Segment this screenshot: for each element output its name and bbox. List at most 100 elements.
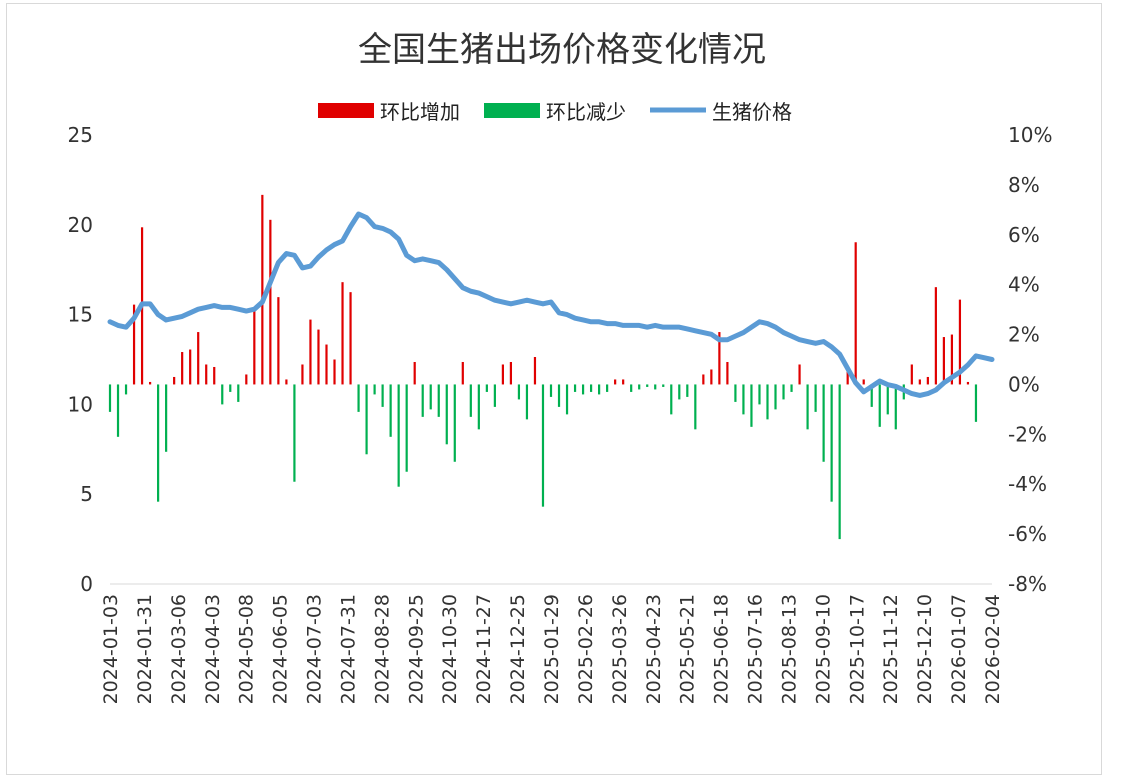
x-tick-label: 2024-06-05	[270, 594, 292, 704]
change-bar	[557, 384, 561, 407]
x-tick-label: 2024-07-31	[337, 594, 359, 704]
chart-title: 全国生猪出场价格变化情况	[358, 30, 766, 70]
y-left-tick-label: 5	[80, 482, 93, 506]
change-bar	[934, 287, 937, 385]
change-bar	[229, 384, 232, 392]
x-tick-label: 2025-08-13	[778, 594, 800, 704]
change-bar	[461, 361, 464, 385]
change-bar	[734, 384, 737, 402]
change-bar	[124, 384, 128, 395]
x-tick-label: 2025-12-10	[914, 594, 936, 704]
change-bar	[806, 384, 809, 430]
change-bar	[116, 384, 120, 437]
x-tick-label: 2024-10-30	[439, 594, 461, 704]
change-bar	[205, 364, 208, 385]
x-tick-label: 2025-06-18	[711, 594, 733, 704]
change-bar	[293, 384, 296, 482]
change-bar	[325, 344, 328, 385]
x-tick-label: 2024-01-31	[134, 594, 156, 704]
change-bar	[830, 384, 833, 502]
change-bar	[774, 384, 777, 410]
change-bar	[381, 384, 384, 407]
change-bar	[301, 364, 304, 385]
change-bar	[445, 384, 448, 445]
change-bar	[798, 364, 801, 385]
x-tick-label: 2024-08-28	[371, 594, 393, 704]
legend-label-3: 生猪价格	[712, 100, 792, 124]
y-right-tick-label: 6%	[1008, 223, 1040, 247]
change-bar	[606, 384, 609, 392]
change-bar	[966, 381, 970, 385]
x-tick-label: 2025-03-26	[609, 594, 631, 704]
change-bar	[638, 384, 641, 390]
change-bar	[213, 366, 216, 385]
x-tick-label: 2024-04-03	[202, 594, 224, 704]
change-bar	[654, 384, 657, 390]
change-bar	[926, 376, 929, 385]
change-bar	[533, 357, 537, 385]
change-bar	[437, 384, 440, 417]
change-bar	[309, 319, 312, 385]
change-bar	[181, 352, 184, 385]
change-bar	[854, 242, 857, 385]
change-bar	[758, 384, 761, 405]
change-bar	[285, 379, 288, 385]
change-bar	[485, 384, 488, 392]
change-bar	[958, 299, 962, 385]
y-right-tick-label: -6%	[1008, 522, 1047, 546]
change-bar	[237, 384, 240, 402]
change-bar	[622, 379, 625, 385]
x-tick-label: 2025-04-23	[643, 594, 665, 704]
change-bar	[718, 332, 721, 385]
change-bar	[614, 379, 617, 385]
legend-swatch-2	[484, 103, 540, 118]
change-bar	[646, 384, 649, 387]
x-tick-label: 2025-05-21	[677, 594, 699, 704]
change-bar	[918, 379, 921, 385]
change-bar	[974, 384, 978, 422]
legend-swatch-1	[318, 103, 374, 118]
x-tick-label: 2024-11-27	[473, 594, 495, 704]
x-tick-label: 2025-07-16	[745, 594, 767, 704]
change-bar	[814, 384, 817, 412]
legend-label-2: 环比减少	[546, 100, 626, 124]
change-bar	[197, 332, 200, 385]
x-tick-label: 2024-03-06	[168, 594, 190, 704]
chart-frame	[6, 3, 1102, 775]
x-tick-label: 2026-01-07	[948, 594, 970, 704]
change-bar	[766, 384, 769, 420]
change-bar	[742, 384, 745, 415]
change-bar	[942, 337, 945, 385]
change-bar	[573, 384, 577, 392]
change-bar	[132, 304, 136, 385]
change-bar	[822, 384, 825, 462]
change-bar	[333, 359, 336, 385]
x-tick-label: 2025-09-10	[812, 594, 834, 704]
change-bar	[405, 384, 408, 472]
change-bar	[477, 384, 480, 430]
y-left-tick-label: 10	[68, 392, 93, 416]
change-bar	[397, 384, 400, 487]
change-bar	[630, 384, 633, 392]
change-bar	[253, 309, 256, 385]
change-bar	[678, 384, 681, 400]
change-bar	[469, 384, 472, 417]
y-left-tick-label: 15	[68, 303, 93, 327]
x-tick-label: 2025-11-12	[880, 594, 902, 704]
change-bar	[750, 384, 753, 427]
y-right-tick-label: 10%	[1008, 123, 1052, 147]
change-bar	[493, 384, 496, 407]
y-left-tick-label: 0	[80, 572, 93, 596]
y-left-tick-label: 25	[68, 123, 93, 147]
change-bar	[173, 376, 176, 385]
change-bar	[589, 384, 593, 392]
change-bar	[862, 379, 865, 385]
x-tick-label: 2024-07-03	[304, 594, 326, 704]
change-bar	[157, 384, 160, 502]
change-bar	[870, 384, 873, 407]
x-tick-label: 2025-10-17	[846, 594, 868, 704]
change-bar	[349, 292, 352, 385]
change-bar	[790, 384, 793, 392]
y-right-tick-label: 0%	[1008, 372, 1040, 396]
change-bar	[726, 361, 729, 385]
